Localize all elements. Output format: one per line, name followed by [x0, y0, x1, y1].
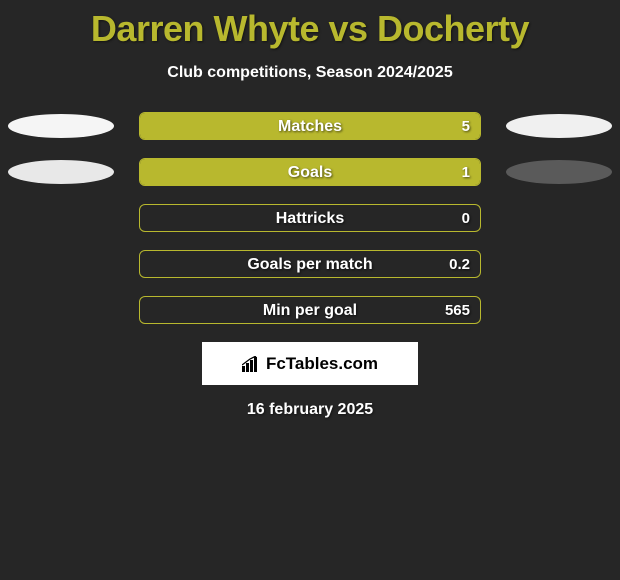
stat-bar: Goals1	[139, 158, 481, 186]
stat-bar: Hattricks0	[139, 204, 481, 232]
stat-value: 565	[445, 297, 470, 324]
stat-value: 5	[462, 113, 470, 140]
logo-box: FcTables.com	[202, 342, 418, 385]
stat-label: Min per goal	[140, 297, 480, 324]
stat-label: Hattricks	[140, 205, 480, 232]
stat-label: Matches	[140, 113, 480, 140]
right-ellipse	[506, 160, 612, 184]
right-ellipse	[506, 114, 612, 138]
stat-label: Goals per match	[140, 251, 480, 278]
left-ellipse	[8, 160, 114, 184]
stat-row: Min per goal565	[0, 296, 620, 324]
stat-label: Goals	[140, 159, 480, 186]
stat-bar: Matches5	[139, 112, 481, 140]
page-title: Darren Whyte vs Docherty	[0, 0, 620, 50]
subtitle: Club competitions, Season 2024/2025	[0, 64, 620, 82]
stat-bar: Goals per match0.2	[139, 250, 481, 278]
stat-value: 0	[462, 205, 470, 232]
stat-row: Hattricks0	[0, 204, 620, 232]
stat-value: 1	[462, 159, 470, 186]
stats-rows: Matches5Goals1Hattricks0Goals per match0…	[0, 112, 620, 324]
logo-text: FcTables.com	[266, 354, 378, 374]
left-ellipse	[8, 114, 114, 138]
stat-row: Goals per match0.2	[0, 250, 620, 278]
bar-chart-icon	[242, 356, 262, 372]
stat-bar: Min per goal565	[139, 296, 481, 324]
date: 16 february 2025	[0, 401, 620, 419]
stat-row: Matches5	[0, 112, 620, 140]
stat-row: Goals1	[0, 158, 620, 186]
stat-value: 0.2	[449, 251, 470, 278]
logo: FcTables.com	[242, 354, 378, 374]
